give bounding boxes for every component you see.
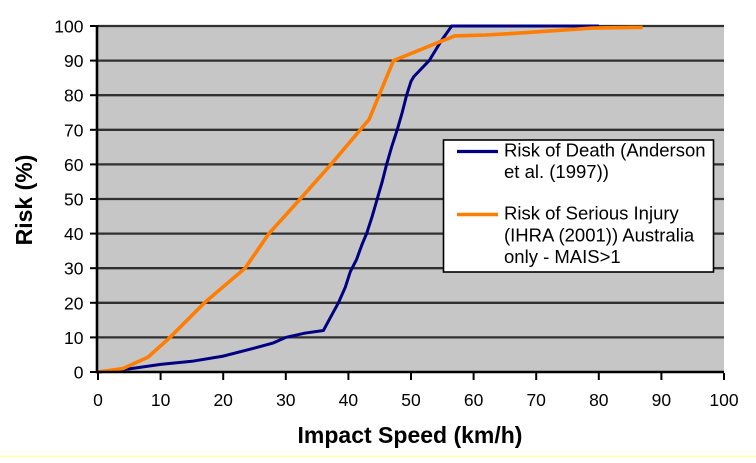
svg-text:(IHRA (2001)) Australia: (IHRA (2001)) Australia	[504, 224, 695, 245]
svg-text:70: 70	[64, 120, 84, 140]
svg-text:40: 40	[64, 224, 84, 244]
svg-text:30: 30	[276, 390, 296, 410]
svg-text:30: 30	[64, 259, 84, 279]
svg-text:Risk of Serious Injury: Risk of Serious Injury	[504, 202, 680, 223]
svg-text:80: 80	[589, 390, 609, 410]
svg-text:Impact Speed (km/h): Impact Speed (km/h)	[298, 422, 523, 448]
svg-text:100: 100	[54, 17, 83, 37]
svg-text:20: 20	[213, 390, 233, 410]
svg-text:70: 70	[526, 390, 546, 410]
svg-text:0: 0	[74, 363, 84, 383]
svg-text:Risk (%): Risk (%)	[11, 155, 37, 246]
svg-text:20: 20	[64, 293, 84, 313]
svg-text:0: 0	[93, 390, 103, 410]
svg-text:50: 50	[64, 190, 84, 210]
svg-text:80: 80	[64, 86, 84, 106]
svg-text:40: 40	[339, 390, 359, 410]
svg-text:90: 90	[652, 390, 672, 410]
svg-text:60: 60	[464, 390, 484, 410]
svg-text:10: 10	[151, 390, 171, 410]
svg-text:Risk of Death (Anderson: Risk of Death (Anderson	[504, 140, 706, 161]
svg-text:only - MAIS>1: only - MAIS>1	[504, 246, 621, 267]
svg-text:50: 50	[401, 390, 421, 410]
svg-text:100: 100	[709, 390, 738, 410]
svg-text:10: 10	[64, 328, 84, 348]
svg-text:60: 60	[64, 155, 84, 175]
svg-text:90: 90	[64, 51, 84, 71]
svg-text:et al. (1997)): et al. (1997))	[504, 161, 609, 182]
